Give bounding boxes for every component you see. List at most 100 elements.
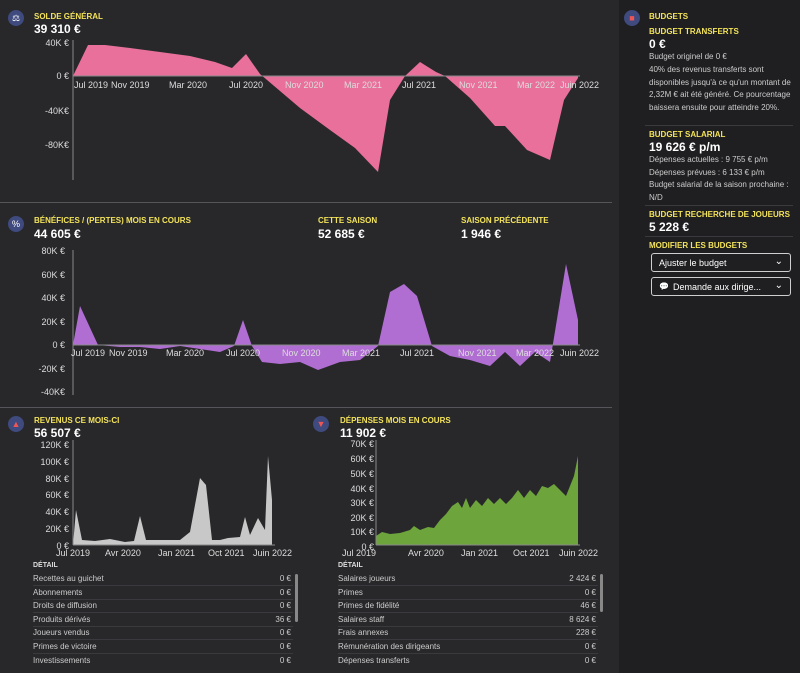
- demande-dirigeants-dropdown[interactable]: 💬 Demande aux dirige... ⌄: [651, 277, 791, 296]
- solde-xtick: Jul 2021: [402, 80, 437, 90]
- benefices-xtick: Nov 2021: [458, 348, 497, 358]
- solde-value: 39 310 €: [34, 22, 81, 36]
- revenue-up-icon: ▲: [8, 416, 24, 432]
- balance-icon: ⚖: [8, 10, 24, 26]
- demande-dirigeants-label: Demande aux dirige...: [672, 281, 762, 292]
- divider: [0, 202, 612, 203]
- detail-row-label: Joueurs vendus: [33, 628, 90, 637]
- detail-row-value: 0 €: [584, 588, 596, 597]
- chevron-down-icon: ⌄: [774, 256, 783, 267]
- detail-row-label: Salaires staff: [338, 615, 385, 624]
- depenses-ytick: 0 €: [361, 542, 374, 552]
- detail-row-label: Primes: [338, 588, 363, 597]
- depenses-ytick: 50K €: [350, 469, 374, 479]
- depenses-ytick: 30K €: [350, 498, 374, 508]
- precedente-value: 1 946 €: [461, 227, 502, 241]
- detail-row-label: Primes de fidélité: [338, 601, 400, 610]
- detail-row-label: Droits de diffusion: [33, 601, 97, 610]
- budgets-sidebar: [619, 0, 800, 673]
- transferts-desc: Budget originel de 0 €: [649, 52, 727, 61]
- revenus-ytick: 0 €: [56, 541, 69, 551]
- detail-row-value: 0 €: [279, 642, 291, 651]
- budget-icon: ■: [624, 10, 640, 26]
- solde-ytick: 0 €: [56, 71, 69, 81]
- benefices-ytick: 60K €: [41, 270, 65, 280]
- expense-down-icon: ▼: [313, 416, 329, 432]
- benefices-value: 44 605 €: [34, 227, 81, 241]
- solde-xtick: Juin 2022: [560, 80, 600, 90]
- precedente-label: SAISON PRÉCÉDENTE: [461, 216, 549, 225]
- benefices-ytick: -40K€: [40, 387, 65, 397]
- saison-value: 52 685 €: [318, 227, 365, 241]
- benefices-xtick: Juin 2022: [560, 348, 600, 358]
- detail-row-label: Primes de victoire: [33, 642, 97, 651]
- benefices-xtick: Mar 2020: [166, 348, 205, 358]
- solde-xtick: Mar 2020: [169, 80, 208, 90]
- revenus-ytick: 120K €: [40, 440, 69, 450]
- detail-row-value: 0 €: [279, 656, 291, 665]
- depenses-scrollbar[interactable]: [600, 574, 603, 612]
- solde-xtick: Nov 2020: [285, 80, 324, 90]
- detail-row-value: 0 €: [279, 601, 291, 610]
- recherche-label: BUDGET RECHERCHE DE JOUEURS: [649, 210, 790, 219]
- revenus-value: 56 507 €: [34, 426, 81, 440]
- detail-row-value: 0 €: [584, 656, 596, 665]
- depenses-xtick: Jan 2021: [461, 548, 499, 558]
- solde-xtick: Jul 2019: [74, 80, 109, 90]
- depenses-chart: [375, 440, 580, 546]
- depenses-xtick: Jul 2019: [342, 548, 377, 558]
- chat-icon: 💬: [659, 282, 669, 291]
- revenus-ytick: 40K €: [45, 507, 69, 517]
- ajuster-budget-dropdown[interactable]: Ajuster le budget ⌄: [651, 253, 791, 272]
- revenus-xtick: Oct 2021: [208, 548, 245, 558]
- benefices-title: BÉNÉFICES / (PERTES) MOIS EN COURS: [34, 216, 191, 225]
- benefices-area: [73, 264, 578, 370]
- detail-row-value: 8 624 €: [569, 615, 596, 624]
- depenses-xtick: Avr 2020: [408, 548, 444, 558]
- ajuster-budget-label: Ajuster le budget: [659, 257, 727, 268]
- salarial-label: BUDGET SALARIAL: [649, 130, 726, 139]
- detail-row-value: 46 €: [580, 601, 596, 610]
- salarial-actuelles: Dépenses actuelles : 9 755 € p/m: [649, 155, 768, 164]
- benefices-xtick: Jul 2021: [400, 348, 435, 358]
- solde-ytick: -80K€: [44, 140, 69, 150]
- depenses-xtick: Oct 2021: [513, 548, 550, 558]
- revenus-title: REVENUS CE MOIS-CI: [34, 416, 120, 425]
- detail-row-value: 0 €: [279, 574, 291, 583]
- depenses-value: 11 902 €: [340, 426, 387, 440]
- benefices-xtick: Mar 2022: [516, 348, 555, 358]
- depenses-area: [376, 456, 578, 545]
- salarial-prevues: Dépenses prévues : 6 133 € p/m: [649, 168, 765, 177]
- solde-xtick: Mar 2021: [344, 80, 383, 90]
- detail-row-label: Investissements: [33, 656, 91, 665]
- solde-title: SOLDE GÉNÉRAL: [34, 12, 103, 21]
- solde-chart: [72, 40, 580, 180]
- depenses-detail-title: DÉTAIL: [338, 562, 363, 569]
- benefices-xtick: Jul 2020: [226, 348, 261, 358]
- budgets-title: BUDGETS: [649, 12, 689, 21]
- detail-row-value: 36 €: [275, 615, 291, 624]
- detail-row-value: 2 424 €: [569, 574, 596, 583]
- revenus-xtick: Jan 2021: [158, 548, 196, 558]
- solde-xtick: Nov 2021: [459, 80, 498, 90]
- benefices-xtick: Jul 2019: [71, 348, 106, 358]
- detail-row-label: Rémunération des dirigeants: [338, 642, 441, 651]
- depenses-ytick: 60K €: [350, 454, 374, 464]
- depenses-ytick: 10K €: [350, 527, 374, 537]
- revenus-scrollbar[interactable]: [295, 574, 298, 622]
- detail-row-value: 228 €: [575, 628, 596, 637]
- divider: [0, 407, 612, 408]
- detail-row-label: Recettes au guichet: [33, 574, 104, 583]
- modifier-label: MODIFIER LES BUDGETS: [649, 241, 748, 250]
- salarial-prochaine: Budget salarial de la saison prochaine :…: [649, 180, 789, 202]
- detail-row-label: Frais annexes: [338, 628, 389, 637]
- solde-xtick: Jul 2020: [229, 80, 264, 90]
- benefices-ytick: 80K €: [41, 246, 65, 256]
- detail-row-value: 0 €: [279, 628, 291, 637]
- solde-ytick: -40K€: [44, 106, 69, 116]
- depenses-title: DÉPENSES MOIS EN COURS: [340, 416, 451, 425]
- depenses-ytick: 20K €: [350, 513, 374, 523]
- revenus-xtick: Avr 2020: [105, 548, 141, 558]
- transferts-desc2: 40% des revenus transferts sont disponib…: [649, 65, 791, 112]
- revenus-xtick: Jul 2019: [56, 548, 91, 558]
